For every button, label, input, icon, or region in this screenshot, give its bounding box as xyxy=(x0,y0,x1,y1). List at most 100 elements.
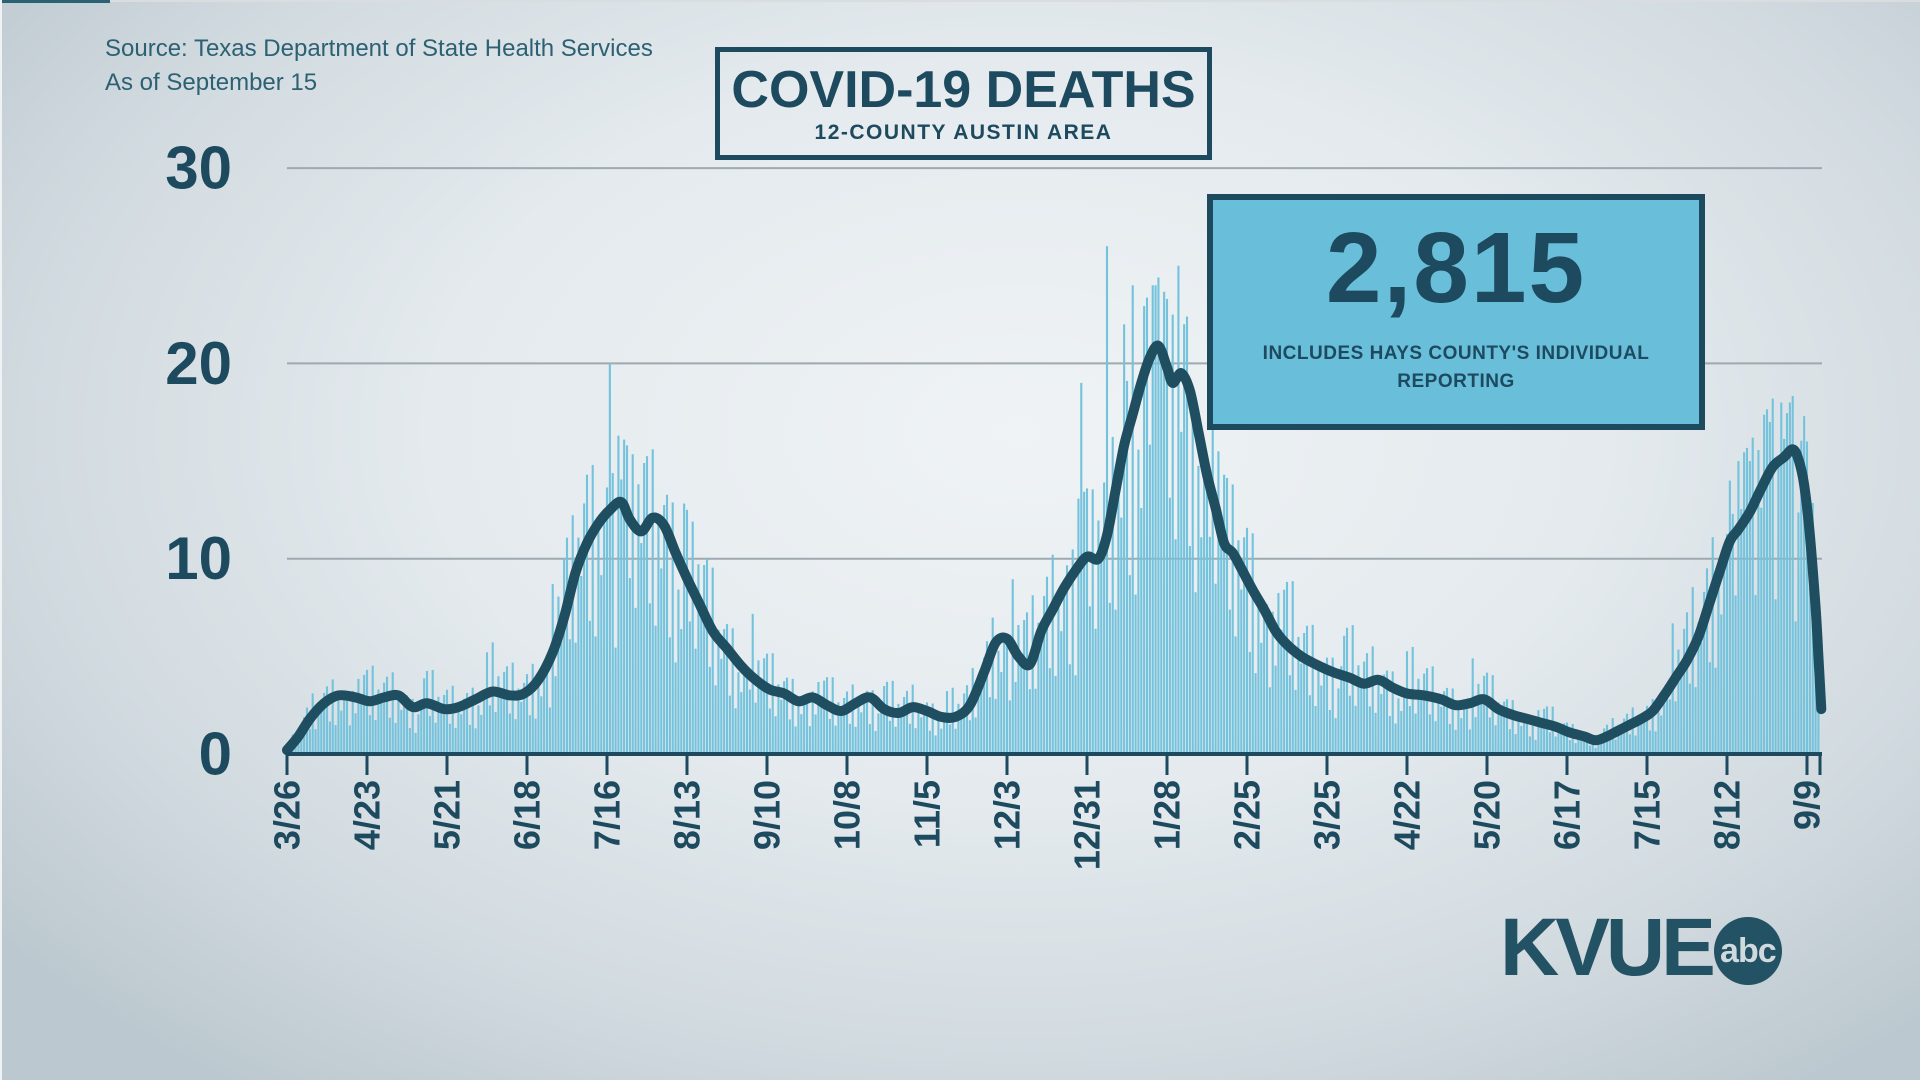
bar-day-431 xyxy=(1517,717,1520,754)
bar-day-185 xyxy=(814,714,817,754)
bar-day-48 xyxy=(423,678,426,754)
bar-day-403 xyxy=(1437,693,1440,754)
bar-day-390 xyxy=(1400,711,1403,754)
bar-day-51 xyxy=(431,670,434,754)
bar-day-99 xyxy=(568,639,571,754)
bar-day-470 xyxy=(1628,734,1631,754)
bar-day-42 xyxy=(405,695,409,754)
bar-day-382 xyxy=(1377,676,1380,754)
bar-day-377 xyxy=(1363,661,1366,754)
bar-day-407 xyxy=(1448,723,1451,754)
bar-day-221 xyxy=(917,706,920,754)
bar-day-425 xyxy=(1500,714,1503,754)
bar-day-357 xyxy=(1305,625,1309,754)
bar-day-366 xyxy=(1331,657,1334,754)
bar-day-373 xyxy=(1351,625,1354,754)
bar-day-28 xyxy=(365,669,369,754)
bar-day-345 xyxy=(1271,611,1274,754)
bar-day-511 xyxy=(1745,447,1749,754)
bar-day-490 xyxy=(1685,612,1689,754)
bar-day-49 xyxy=(425,670,429,754)
bar-day-113 xyxy=(608,363,611,754)
kvue-wordmark: KVUE xyxy=(1500,902,1716,993)
bar-day-201 xyxy=(860,712,863,754)
x-axis-label-5/20: 5/20 xyxy=(1467,780,1508,850)
bar-day-243 xyxy=(980,688,983,754)
bar-day-514 xyxy=(1754,594,1757,754)
bar-day-495 xyxy=(1700,642,1703,754)
bar-day-503 xyxy=(1723,557,1726,754)
x-axis-label-1/28: 1/28 xyxy=(1147,780,1188,850)
bar-day-261 xyxy=(1031,595,1034,754)
x-axis-label-12/3: 12/3 xyxy=(987,780,1028,850)
bar-day-5 xyxy=(300,731,303,754)
bar-day-155 xyxy=(728,695,731,754)
bar-day-320 xyxy=(1200,537,1203,754)
bar-day-137 xyxy=(677,589,680,754)
bar-day-323 xyxy=(1208,536,1211,754)
bar-day-210 xyxy=(885,681,889,754)
bar-day-446 xyxy=(1560,730,1563,754)
bar-day-288 xyxy=(1108,602,1111,754)
bar-day-498 xyxy=(1708,662,1711,754)
bar-day-399 xyxy=(1425,668,1429,754)
bar-day-234 xyxy=(954,728,957,754)
bar-day-142 xyxy=(691,521,694,754)
bar-day-477 xyxy=(1648,730,1651,754)
bar-day-198 xyxy=(851,684,854,754)
bar-day-163 xyxy=(751,613,754,754)
bar-day-84 xyxy=(525,674,529,754)
top-left-dark-strip xyxy=(0,0,110,3)
bar-day-35 xyxy=(385,676,389,754)
bar-day-268 xyxy=(1051,554,1054,754)
bar-day-111 xyxy=(603,508,606,754)
bar-day-523 xyxy=(1780,402,1783,754)
bar-day-522 xyxy=(1777,463,1780,754)
bar-day-474 xyxy=(1640,724,1643,754)
bar-day-20 xyxy=(343,695,346,754)
bar-day-237 xyxy=(963,693,966,754)
bar-day-266 xyxy=(1045,576,1049,754)
bar-day-70 xyxy=(485,652,489,754)
y-axis-label-30: 30 xyxy=(165,135,232,202)
bar-day-150 xyxy=(714,685,717,754)
bar-day-512 xyxy=(1748,461,1751,754)
bar-day-333 xyxy=(1237,540,1240,754)
bar-day-329 xyxy=(1225,477,1229,754)
bar-day-235 xyxy=(957,703,960,754)
bar-day-420 xyxy=(1485,672,1489,754)
bar-day-301 xyxy=(1145,297,1149,754)
x-axis-label-3/25: 3/25 xyxy=(1307,780,1348,850)
bar-day-507 xyxy=(1734,595,1737,754)
bar-day-36 xyxy=(388,717,391,754)
bar-day-33 xyxy=(380,702,383,754)
bar-day-199 xyxy=(854,726,857,754)
bar-day-107 xyxy=(591,464,594,754)
x-axis-label-10/8: 10/8 xyxy=(827,780,868,850)
bar-day-136 xyxy=(674,662,677,754)
bar-day-112 xyxy=(605,487,609,754)
bar-day-411 xyxy=(1460,718,1463,754)
bar-day-89 xyxy=(540,696,543,754)
bar-day-436 xyxy=(1531,715,1534,754)
bar-day-363 xyxy=(1323,662,1326,754)
bar-day-25 xyxy=(357,678,360,754)
bar-day-152 xyxy=(720,658,723,754)
bar-day-128 xyxy=(651,449,654,754)
bar-day-427 xyxy=(1505,699,1509,754)
bar-day-104 xyxy=(583,503,586,754)
bar-day-211 xyxy=(888,720,891,754)
bar-day-151 xyxy=(717,629,720,754)
bar-day-244 xyxy=(983,657,986,754)
bar-day-531 xyxy=(1803,416,1806,754)
bar-day-524 xyxy=(1783,438,1786,754)
bar-day-422 xyxy=(1491,675,1494,754)
bar-day-157 xyxy=(734,708,737,754)
bar-day-335 xyxy=(1243,537,1246,754)
bar-day-332 xyxy=(1234,636,1237,754)
stat-caption-line2: REPORTING xyxy=(1397,371,1515,392)
bar-day-147 xyxy=(705,558,709,754)
bar-day-424 xyxy=(1497,702,1500,754)
bar-day-228 xyxy=(937,720,940,754)
